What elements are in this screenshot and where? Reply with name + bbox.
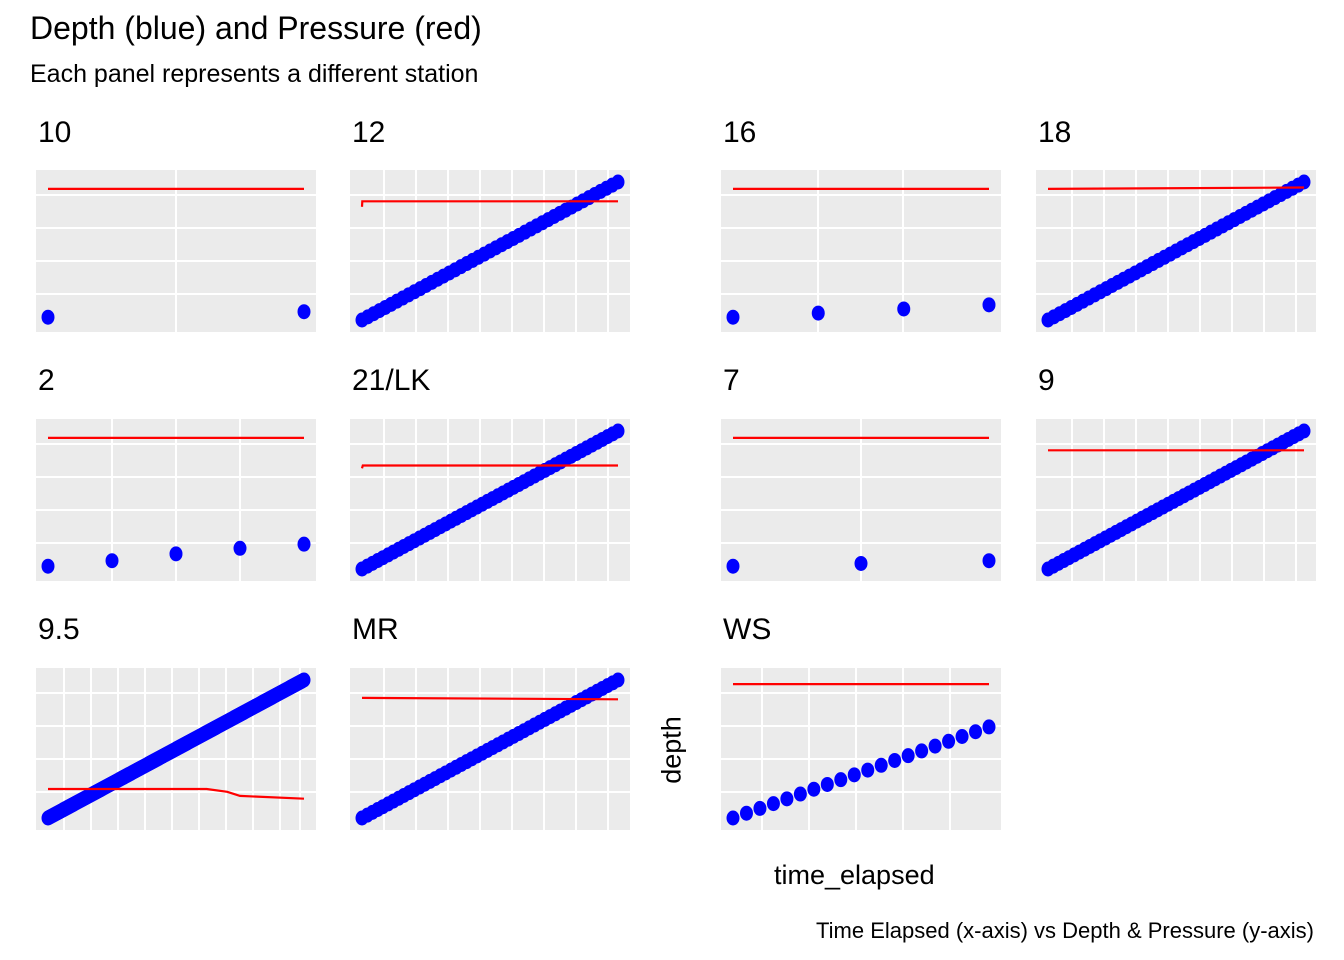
depth-point <box>820 776 834 792</box>
panel-strip-label: 18 <box>1038 116 1072 149</box>
depth-point <box>233 540 247 556</box>
facet-panel <box>721 419 1001 581</box>
depth-point <box>982 719 996 735</box>
depth-point <box>834 772 848 788</box>
facet-panel <box>36 668 316 830</box>
depth-point <box>726 810 740 826</box>
chart-caption: Time Elapsed (x-axis) vs Depth & Pressur… <box>816 918 1314 943</box>
pressure-line <box>360 464 618 469</box>
depth-point <box>611 174 625 190</box>
depth-point <box>854 555 868 571</box>
facet-panel <box>36 170 316 332</box>
depth-point <box>874 757 888 773</box>
depth-point <box>942 733 956 749</box>
x-axis-label: time_elapsed <box>774 860 935 890</box>
depth-point <box>41 558 55 574</box>
depth-point <box>847 767 861 783</box>
depth-point <box>793 786 807 802</box>
panel-strip-label: 7 <box>723 364 740 397</box>
depth-point <box>955 729 969 745</box>
depth-point <box>169 546 183 562</box>
depth-point <box>915 743 929 759</box>
panel-strip-label: 2 <box>38 364 55 397</box>
panel-strip-label: 9.5 <box>38 613 80 646</box>
facet-panel <box>1036 170 1316 332</box>
depth-point <box>982 297 996 313</box>
facet-panel <box>350 668 630 830</box>
panel-strip-label: 9 <box>1038 364 1055 397</box>
depth-point <box>41 309 55 325</box>
depth-point <box>726 309 740 325</box>
chart-title: Depth (blue) and Pressure (red) <box>30 10 482 46</box>
pressure-line <box>1047 186 1305 190</box>
depth-point <box>297 672 311 688</box>
facet-panel <box>721 170 1001 332</box>
depth-point <box>901 748 915 764</box>
depth-point <box>297 304 311 320</box>
depth-point <box>766 796 780 812</box>
panel-strip-label: 21/LK <box>352 364 431 397</box>
pressure-line <box>360 200 618 207</box>
depth-point <box>726 558 740 574</box>
depth-point <box>897 301 911 317</box>
depth-point <box>861 762 875 778</box>
panel-background <box>721 170 1001 332</box>
panel-strip-label: 10 <box>38 116 72 149</box>
panel-strip-label: MR <box>352 613 399 646</box>
pressure-line <box>361 696 619 701</box>
depth-point <box>888 752 902 768</box>
depth-point <box>753 800 767 816</box>
facet-panel <box>36 419 316 581</box>
depth-point <box>969 724 983 740</box>
depth-point <box>105 553 119 569</box>
depth-point <box>928 738 942 754</box>
depth-point <box>1297 423 1311 439</box>
facet-panel <box>1036 419 1316 581</box>
y-axis-label: depth <box>656 716 687 784</box>
depth-point <box>807 781 821 797</box>
depth-point <box>739 805 753 821</box>
depth-point <box>811 305 825 321</box>
chart-subtitle: Each panel represents a different statio… <box>30 60 479 88</box>
depth-point <box>1297 174 1311 190</box>
depth-point <box>611 672 625 688</box>
facet-panel <box>721 668 1001 830</box>
depth-point <box>611 423 625 439</box>
depth-point <box>982 553 996 569</box>
depth-point <box>297 536 311 552</box>
panel-strip-label: 16 <box>723 116 757 149</box>
facet-panel <box>350 170 630 332</box>
panel-strip-label: 12 <box>352 116 386 149</box>
pressure-line <box>48 787 305 800</box>
depth-point <box>780 791 794 807</box>
panel-strip-label: WS <box>723 613 772 646</box>
facet-panel <box>350 419 630 581</box>
